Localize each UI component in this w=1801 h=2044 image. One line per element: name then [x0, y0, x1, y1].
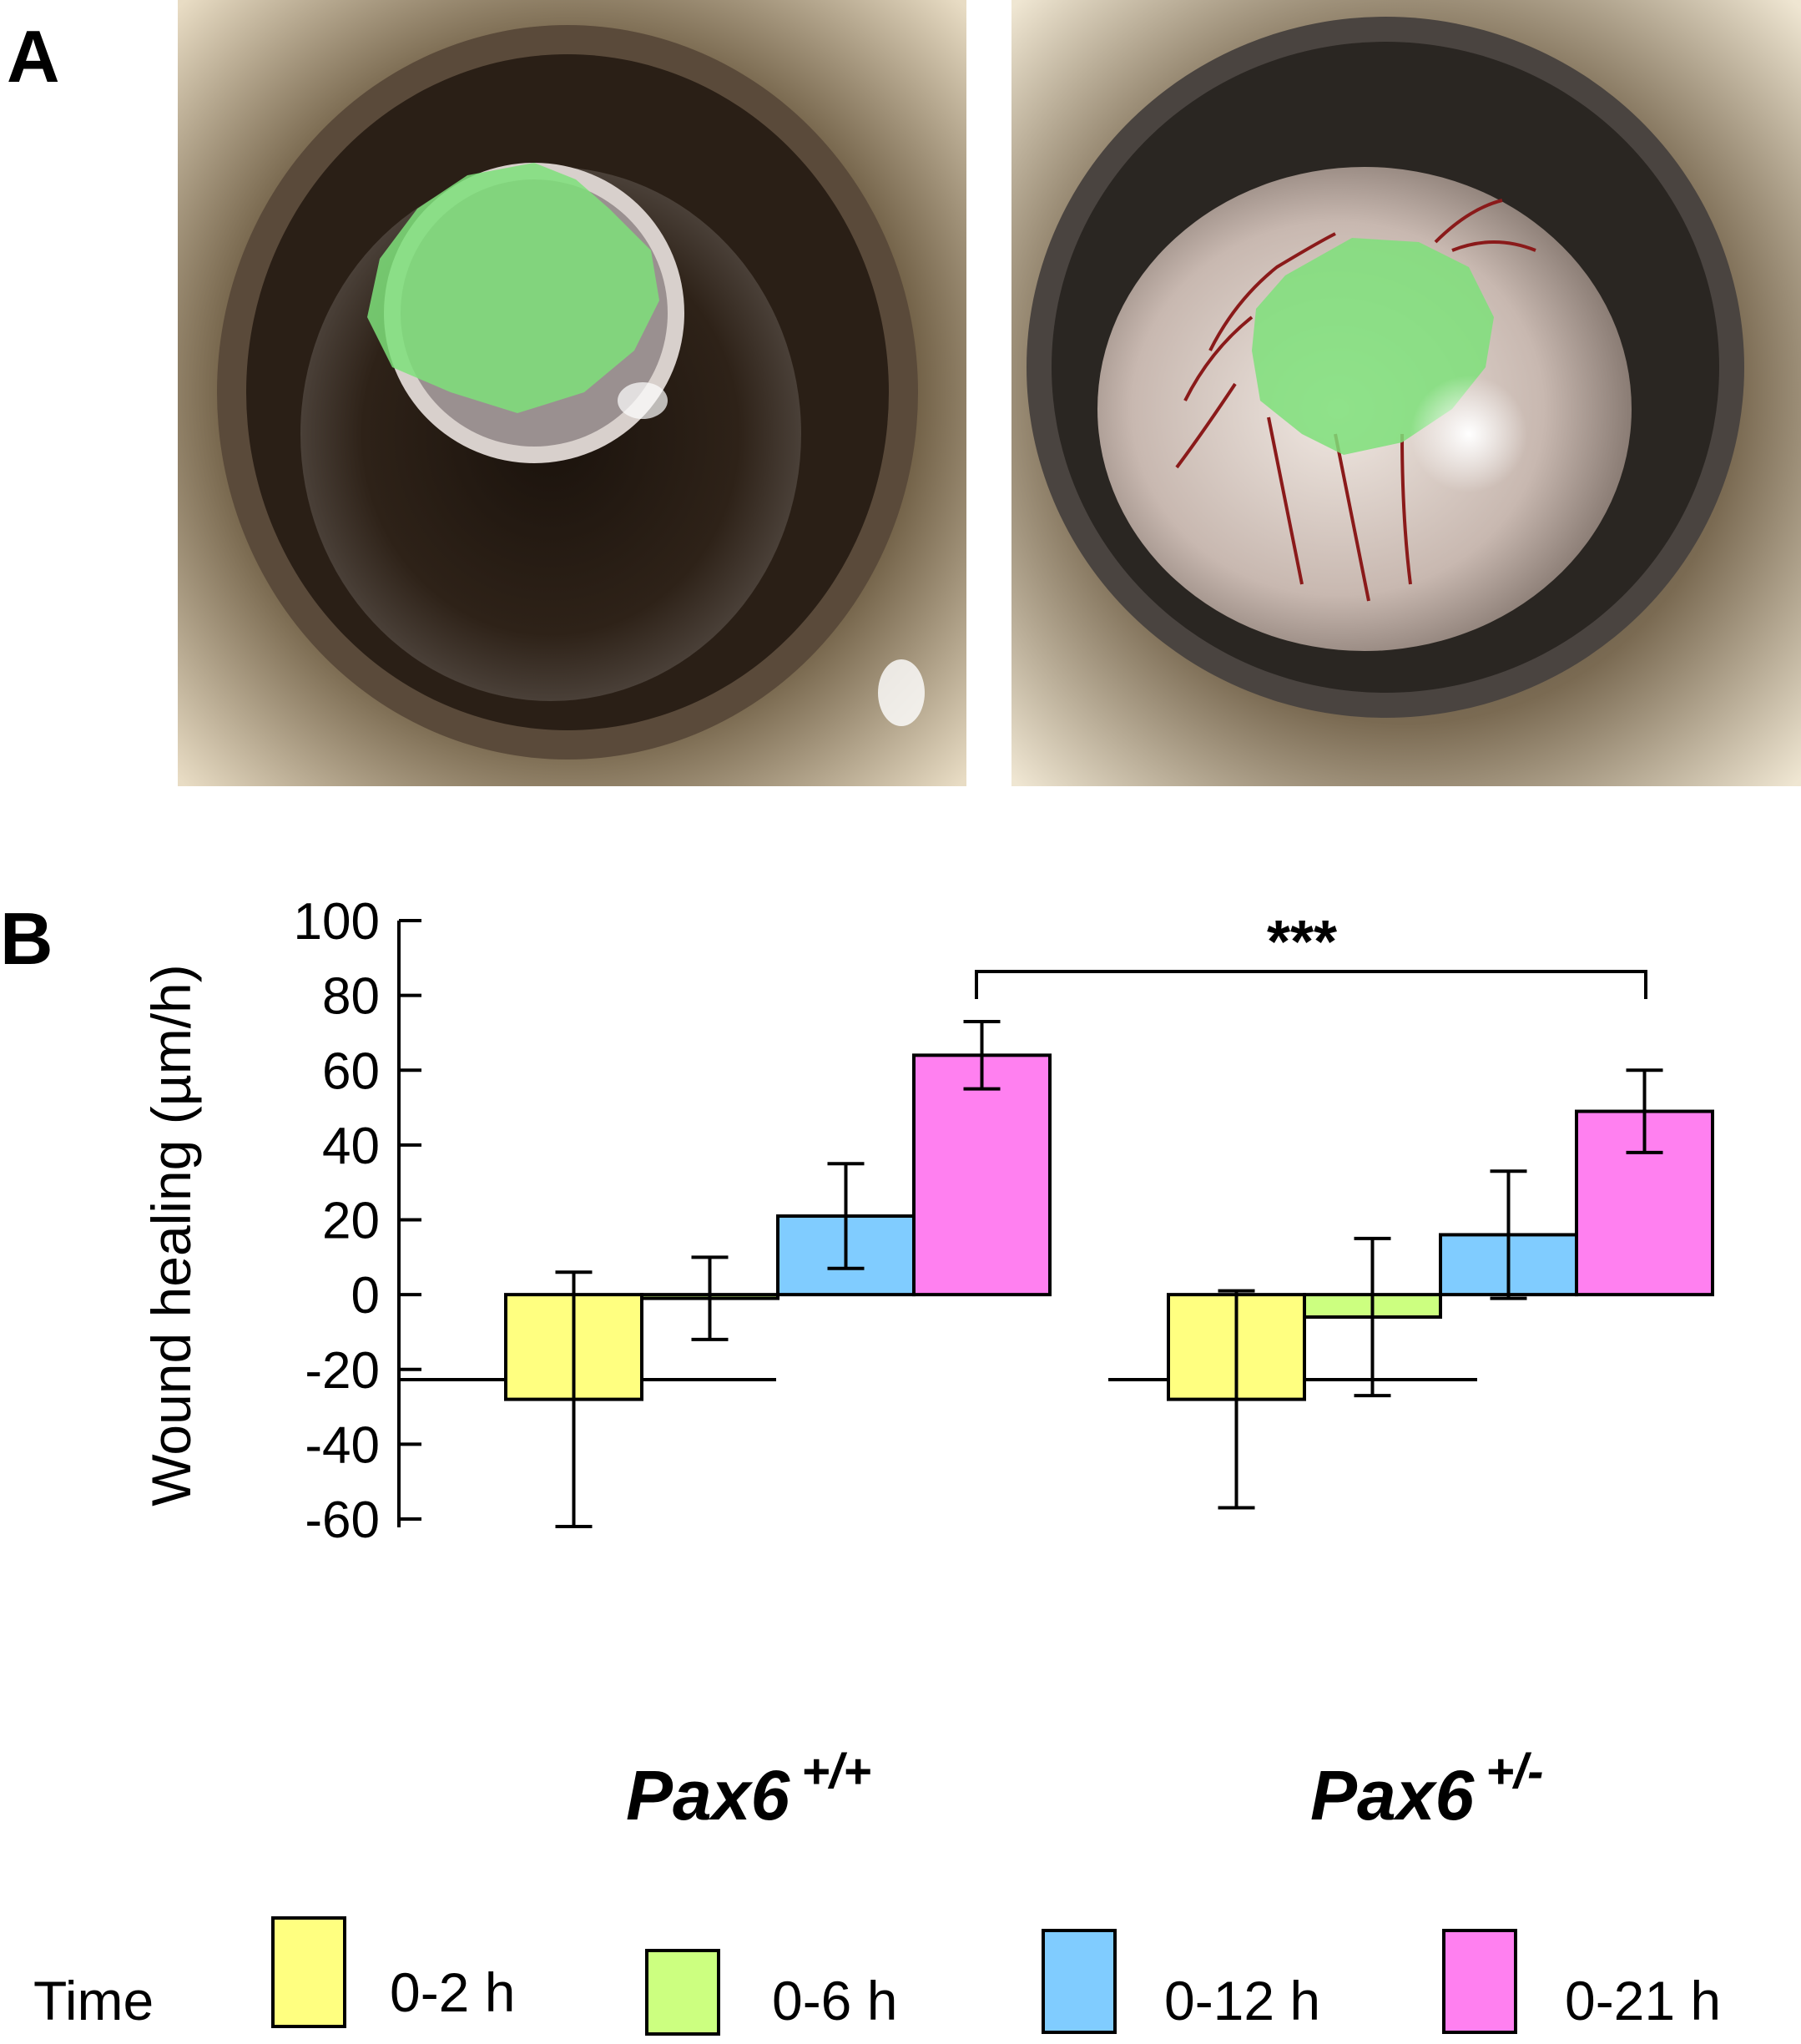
bar — [912, 1053, 1052, 1297]
error-bar — [1490, 1169, 1527, 1300]
group-label-heterozygous: Pax6 +/- — [1310, 1744, 1544, 1835]
error-bar — [1354, 1236, 1391, 1398]
y-tick-label: 100 — [294, 893, 380, 951]
legend-label-0-21h: 0-21 h — [1565, 1970, 1721, 2031]
error-bar — [555, 1270, 593, 1528]
wound-overlay-left — [367, 163, 659, 413]
legend-swatch-0-12h — [1042, 1929, 1117, 2034]
y-tick-label: 20 — [322, 1193, 380, 1250]
y-tick-label: -40 — [305, 1416, 380, 1474]
significance-label: *** — [1267, 909, 1337, 976]
eye-photo-heterozygous — [1011, 0, 1801, 786]
y-tick-label: 60 — [322, 1042, 380, 1100]
error-bar — [1626, 1068, 1663, 1154]
y-tick-label: -60 — [305, 1491, 380, 1549]
y-axis-title: Wound healing (µm/h) — [140, 964, 202, 1506]
group-label-wildtype: Pax6 +/+ — [626, 1744, 871, 1835]
legend-swatch-0-6h — [645, 1949, 720, 2036]
error-bar — [691, 1255, 729, 1341]
error-bar — [1218, 1289, 1255, 1510]
y-tick-label: 40 — [322, 1118, 380, 1175]
y-ticks: 100 80 60 40 20 0 -20 -40 -60 — [294, 893, 421, 1549]
error-bar — [827, 1162, 865, 1270]
y-tick-label: 80 — [322, 968, 380, 1026]
eye-photo-wildtype — [178, 0, 966, 786]
legend-label-0-12h: 0-12 h — [1164, 1970, 1320, 2031]
panel-a-label: A — [7, 15, 60, 98]
y-tick-label: -20 — [305, 1342, 380, 1400]
legend-swatch-0-21h — [1442, 1929, 1517, 2034]
legend-title: Time — [33, 1970, 154, 2031]
error-bar — [963, 1019, 1001, 1091]
significance-bracket: *** — [975, 909, 1647, 999]
legend-label-0-2h: 0-2 h — [390, 1961, 515, 2023]
y-tick-label: 0 — [351, 1267, 380, 1325]
legend-label-0-6h: 0-6 h — [772, 1970, 897, 2031]
legend-swatch-0-2h — [271, 1916, 346, 2028]
panel-b-label: B — [0, 897, 53, 980]
legend: Time 0-2 h 0-6 h 0-12 h 0-21 h — [33, 1916, 1721, 2036]
bars — [504, 1019, 1714, 1528]
blood-vessels — [1175, 199, 1536, 602]
